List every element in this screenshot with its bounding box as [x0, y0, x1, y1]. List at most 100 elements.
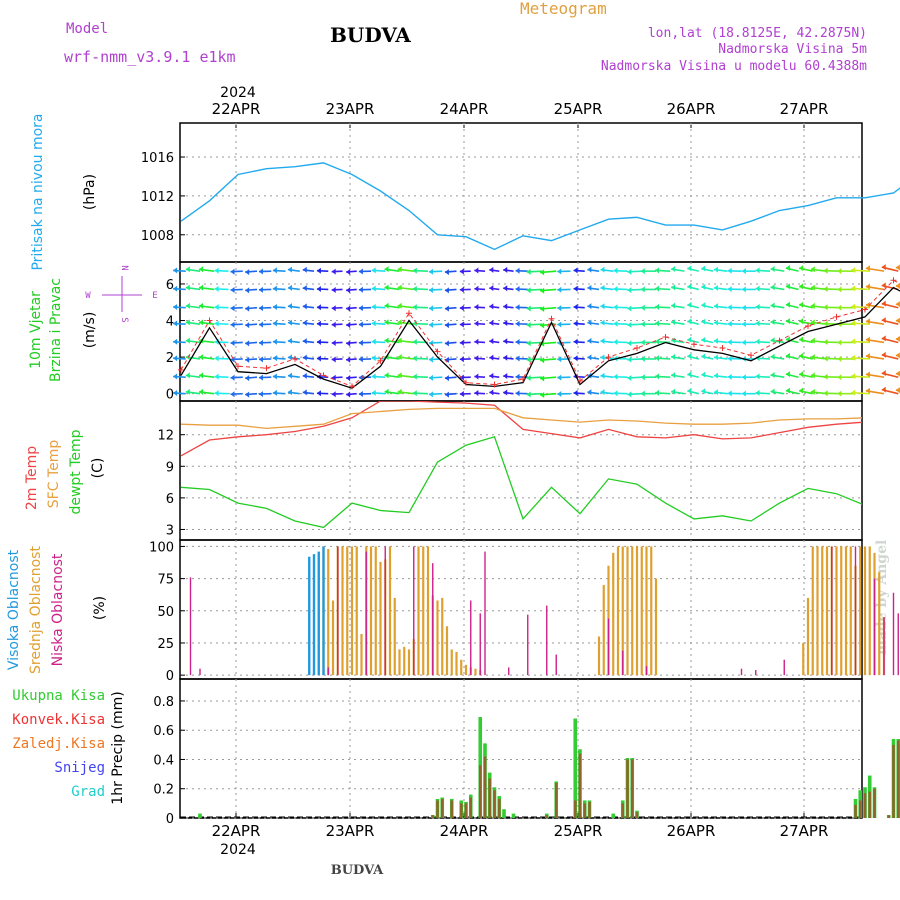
temp-ylabel-2m: 2m Temp	[24, 446, 40, 510]
wind-arrowhead	[503, 303, 508, 310]
wind-arrowhead	[503, 285, 508, 292]
wind-arrowhead	[655, 267, 660, 274]
temp-lines	[180, 401, 862, 529]
wind-arrowhead	[214, 320, 219, 327]
cloud-panel: Visoka Oblacnost Srednja Oblacnost Niska…	[6, 539, 899, 684]
wind-arrowhead	[895, 317, 900, 324]
model-label: Model	[66, 21, 108, 37]
wind-arrowhead	[515, 339, 520, 346]
wind-arrowhead	[881, 386, 886, 393]
wind-arrowhead	[384, 388, 389, 395]
wind-arrowhead	[540, 306, 545, 313]
wind-arrowhead	[701, 336, 706, 343]
y-tick-label: 25	[157, 637, 174, 652]
wind-ylabel-1: 10m Vjetar	[28, 291, 44, 369]
wind-arrowhead	[358, 286, 363, 293]
wind-arrowhead	[428, 287, 433, 294]
wind-arrowhead	[214, 304, 219, 311]
wind-arrowhead	[587, 303, 592, 310]
date-tick-label-bottom: 23APR	[326, 822, 375, 840]
wind-arrowhead	[245, 340, 250, 347]
year-top: 2024	[220, 85, 256, 101]
wind-arrowhead	[671, 284, 676, 291]
wind-arrowhead	[727, 267, 732, 274]
wind-arrowhead	[199, 266, 204, 273]
wind-arrowhead	[331, 268, 336, 275]
wind-arrowhead	[587, 284, 592, 291]
wind-arrowhead	[214, 373, 219, 380]
precip-legend-item: Grad	[71, 784, 105, 800]
cloud-bar-low	[546, 605, 548, 676]
cloud-bar-mid	[868, 546, 871, 676]
wind-arrowhead	[741, 286, 746, 293]
y-tick-label: 0.6	[153, 724, 174, 739]
wind-arrowhead	[837, 355, 842, 362]
y-tick-label: 6	[166, 278, 174, 293]
wind-arrowhead	[444, 305, 449, 312]
wind-arrowhead	[258, 305, 263, 312]
wind-arrowhead	[613, 320, 618, 327]
wind-arrowhead	[881, 282, 886, 289]
wind-gust-marker	[577, 377, 583, 384]
wind-arrowhead	[489, 389, 494, 396]
wind-arrowhead	[671, 266, 676, 273]
wind-arrowhead	[785, 371, 790, 378]
wind-arrowhead	[459, 390, 464, 397]
wind-arrowhead	[428, 321, 433, 328]
wind-arrowhead	[785, 318, 790, 325]
wind-arrowhead	[655, 303, 660, 310]
wind-arrowhead	[515, 320, 520, 327]
wind-arrowhead	[346, 322, 351, 329]
panel-frame	[179, 122, 863, 263]
wind-gust-marker	[491, 381, 498, 388]
precip-legend-item: Konvek.Kisa	[12, 712, 105, 728]
y-tick-label: 3	[166, 523, 174, 538]
wind-arrowhead	[185, 319, 190, 326]
cloud-bar-high	[322, 546, 325, 676]
cloud-bar-mid	[821, 546, 824, 676]
wind-arrowhead	[770, 372, 775, 379]
wind-arrowhead	[587, 389, 592, 396]
wind-gust-marker	[605, 354, 612, 361]
wind-arrowhead	[640, 268, 645, 275]
wind-arrowhead	[627, 287, 632, 294]
wind-arrowhead	[302, 389, 307, 396]
wind-arrowhead	[412, 373, 417, 380]
cloud-bar-mid	[474, 668, 477, 676]
wind-arrowhead	[713, 284, 718, 291]
wind-arrowhead	[687, 318, 692, 325]
wind-arrowhead	[627, 321, 632, 328]
cloud-bar-high	[317, 551, 320, 676]
wind-arrowhead	[755, 267, 760, 274]
wind-arrowhead	[823, 320, 828, 327]
wind-arrowhead	[185, 266, 190, 273]
wind-arrowhead	[573, 389, 578, 396]
date-tick-label-bottom: 27APR	[780, 822, 829, 840]
wind-arrowhead	[600, 372, 605, 379]
wind-arrowhead	[687, 301, 692, 308]
date-tick-label-top: 22APR	[212, 100, 261, 118]
precip-conv-bar	[450, 800, 454, 818]
wind-arrowhead	[287, 319, 292, 326]
cloud-bar-mid	[441, 597, 444, 676]
wind-arrowhead	[526, 356, 531, 363]
wind-arrowhead	[627, 268, 632, 275]
wind-arrowhead	[687, 353, 692, 360]
pressure-line	[180, 162, 900, 251]
wind-arrowhead	[489, 319, 494, 326]
wind-arrowhead	[727, 286, 732, 293]
cloud-bar-low	[873, 578, 876, 676]
wind-arrowhead	[358, 356, 363, 363]
wind-arrowhead	[587, 319, 592, 326]
precip-conv-bar	[431, 815, 435, 818]
wind-arrowhead	[837, 268, 842, 275]
wind-arrowhead	[655, 389, 660, 396]
wind-arrowhead	[727, 339, 732, 346]
cloud-bar-mid	[464, 664, 468, 676]
wind-arrowhead	[655, 320, 660, 327]
wind-arrowhead	[823, 285, 828, 292]
temp-ylabel-sfc: SFC Temp	[46, 440, 62, 509]
wind-arrowhead	[895, 282, 900, 289]
temp-sfc-line	[180, 407, 862, 430]
wind-arrowhead	[371, 389, 376, 396]
